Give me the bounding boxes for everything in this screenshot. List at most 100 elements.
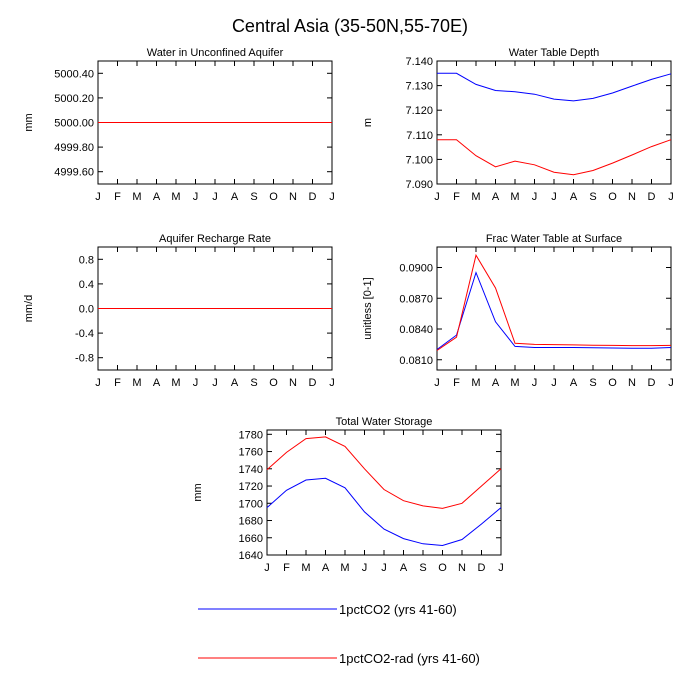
plot-frame — [436, 246, 672, 371]
y-axis-label: mm/d — [23, 295, 35, 323]
y-tick-label: 1780 — [239, 429, 263, 441]
y-tick-label: -0.4 — [75, 328, 94, 340]
x-tick-label: N — [458, 562, 466, 574]
plot-frame — [436, 60, 672, 185]
panel-title: Total Water Storage — [336, 416, 433, 428]
x-tick-label: J — [381, 562, 387, 574]
y-tick-label: -0.8 — [75, 353, 94, 365]
x-tick-label: O — [269, 191, 278, 203]
panel-title: Water in Unconfined Aquifer — [147, 47, 284, 59]
y-tick-label: 1720 — [239, 481, 263, 493]
panel-title: Water Table Depth — [509, 47, 600, 59]
x-tick-label: J — [434, 377, 440, 389]
y-tick-label: 1700 — [239, 498, 263, 510]
x-tick-label: J — [498, 562, 504, 574]
y-tick-label: 0.4 — [79, 279, 94, 291]
x-tick-label: J — [668, 377, 674, 389]
x-tick-label: J — [532, 377, 538, 389]
x-tick-label: O — [438, 562, 447, 574]
y-tick-label: 4999.80 — [54, 142, 94, 154]
x-tick-label: S — [250, 191, 257, 203]
x-tick-label: J — [212, 377, 218, 389]
x-tick-label: O — [608, 191, 617, 203]
y-tick-label: 0.0870 — [399, 293, 433, 305]
x-tick-label: S — [419, 562, 426, 574]
x-tick-label: M — [340, 562, 349, 574]
y-tick-label: 7.090 — [405, 179, 433, 191]
panel-title: Frac Water Table at Surface — [486, 233, 622, 245]
x-tick-label: M — [471, 377, 480, 389]
y-tick-label: 1760 — [239, 447, 263, 459]
x-tick-label: N — [289, 377, 297, 389]
y-tick-label: 1680 — [239, 516, 263, 528]
x-tick-label: A — [153, 191, 161, 203]
x-tick-label: M — [132, 191, 141, 203]
x-tick-label: M — [471, 191, 480, 203]
x-tick-label: A — [492, 191, 500, 203]
x-tick-label: A — [570, 377, 578, 389]
x-tick-label: N — [628, 191, 636, 203]
y-axis-label: mm — [23, 113, 35, 131]
x-tick-label: A — [231, 191, 239, 203]
x-tick-label: A — [322, 562, 330, 574]
x-tick-label: F — [114, 191, 121, 203]
x-tick-label: M — [301, 562, 310, 574]
y-tick-label: 1640 — [239, 550, 263, 562]
series-line-1pctco2 — [436, 271, 672, 350]
x-tick-label: O — [608, 377, 617, 389]
panel-title: Aquifer Recharge Rate — [159, 233, 271, 245]
y-tick-label: 7.110 — [406, 130, 433, 142]
x-tick-label: S — [250, 377, 257, 389]
x-tick-label: J — [95, 377, 101, 389]
x-tick-label: D — [648, 191, 656, 203]
y-tick-label: 5000.20 — [54, 93, 94, 105]
x-tick-label: J — [329, 377, 335, 389]
y-tick-label: 7.100 — [405, 154, 433, 166]
x-tick-label: D — [648, 377, 656, 389]
x-tick-label: D — [309, 377, 317, 389]
panel-frac-water-table-at-surface: Frac Water Table at Surface unitless [0-1… — [362, 233, 674, 389]
y-tick-label: 7.140 — [405, 56, 433, 68]
x-tick-label: A — [400, 562, 408, 574]
y-tick-label: 7.120 — [405, 105, 433, 117]
y-tick-label: 0.8 — [79, 254, 94, 266]
x-tick-label: J — [434, 191, 440, 203]
x-tick-label: A — [153, 377, 161, 389]
x-tick-label: S — [589, 191, 596, 203]
x-tick-label: M — [510, 191, 519, 203]
x-tick-label: J — [212, 191, 218, 203]
series-line-1pctco2 — [437, 72, 672, 102]
legend: 1pctCO2 (yrs 41-60) 1pctCO2-rad (yrs 41-… — [198, 602, 480, 666]
legend-entry-1pctco2: 1pctCO2 (yrs 41-60) — [198, 602, 457, 617]
x-tick-label: A — [492, 377, 500, 389]
y-axis-label: mm — [192, 483, 204, 501]
figure-title: Central Asia (35-50N,55-70E) — [232, 16, 468, 36]
series-line-1pctco2-rad — [436, 253, 672, 351]
y-tick-label: 4999.60 — [54, 167, 94, 179]
x-tick-label: F — [283, 562, 290, 574]
y-tick-label: 0.0900 — [399, 263, 433, 275]
x-tick-label: J — [95, 191, 101, 203]
x-tick-label: O — [269, 377, 278, 389]
x-tick-label: A — [231, 377, 239, 389]
x-tick-label: J — [329, 191, 335, 203]
legend-label-1pctco2: 1pctCO2 (yrs 41-60) — [339, 602, 457, 617]
y-tick-label: 7.130 — [405, 81, 433, 93]
y-tick-label: 5000.00 — [54, 118, 94, 130]
x-tick-label: F — [453, 377, 460, 389]
y-tick-label: 0.0 — [79, 304, 94, 316]
x-tick-label: J — [551, 191, 557, 203]
legend-label-1pctco2-rad: 1pctCO2-rad (yrs 41-60) — [339, 651, 480, 666]
x-tick-label: M — [510, 377, 519, 389]
x-tick-label: A — [570, 191, 578, 203]
x-tick-label: N — [628, 377, 636, 389]
legend-entry-1pctco2-rad: 1pctCO2-rad (yrs 41-60) — [198, 651, 480, 666]
x-tick-label: J — [193, 377, 199, 389]
x-tick-label: J — [532, 191, 538, 203]
x-tick-label: S — [589, 377, 596, 389]
